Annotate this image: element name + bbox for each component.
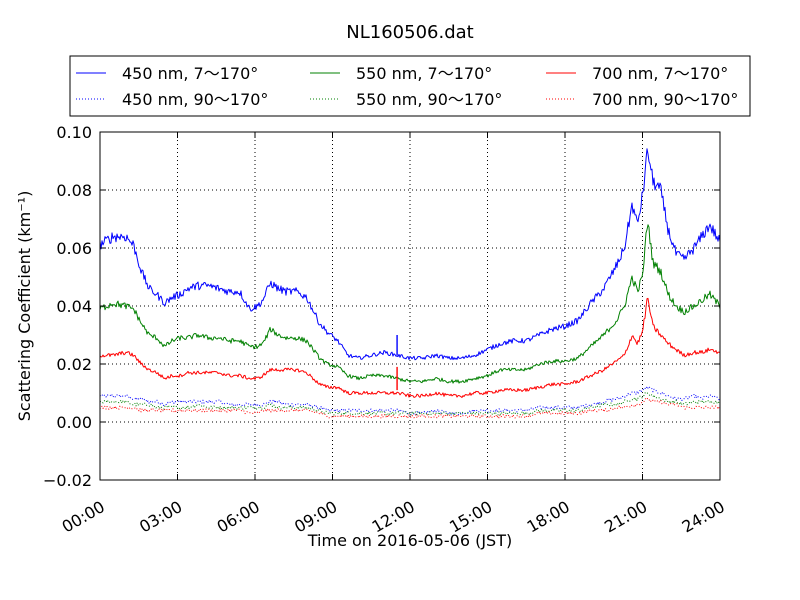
series-line [99, 148, 721, 361]
legend-label: 700 nm, 7～170° [592, 64, 728, 83]
series-line [99, 297, 721, 398]
y-tick-label: 0.04 [56, 297, 92, 316]
series-line [99, 385, 721, 416]
x-axis-label: Time on 2016-05-06 (JST) [307, 531, 512, 550]
legend-label: 700 nm, 90～170° [592, 90, 738, 109]
legend-label: 550 nm, 90～170° [356, 90, 502, 109]
grid-layer [100, 132, 720, 480]
legend: 450 nm, 7～170° 450 nm, 90～170° 550 nm, 7～1… [69, 55, 751, 117]
legend-label: 450 nm, 7～170° [122, 64, 258, 83]
legend-box [69, 55, 751, 117]
y-tick-label: 0.02 [56, 355, 92, 374]
legend-label: 550 nm, 7～170° [356, 64, 492, 83]
y-tick-label: 0.10 [56, 123, 92, 142]
chart-title: NL160506.dat [346, 22, 473, 43]
y-tick-label: −0.02 [43, 471, 92, 490]
series-line [99, 224, 721, 384]
y-tick-label: 0.08 [56, 181, 92, 200]
y-tick-label: 0.00 [56, 413, 92, 432]
series-layer [99, 148, 721, 419]
y-axis-label: Scattering Coefficient (km⁻¹) [15, 191, 34, 422]
series-line [99, 397, 721, 419]
y-tick-label: 0.06 [56, 239, 92, 258]
legend-label: 450 nm, 90～170° [122, 90, 268, 109]
